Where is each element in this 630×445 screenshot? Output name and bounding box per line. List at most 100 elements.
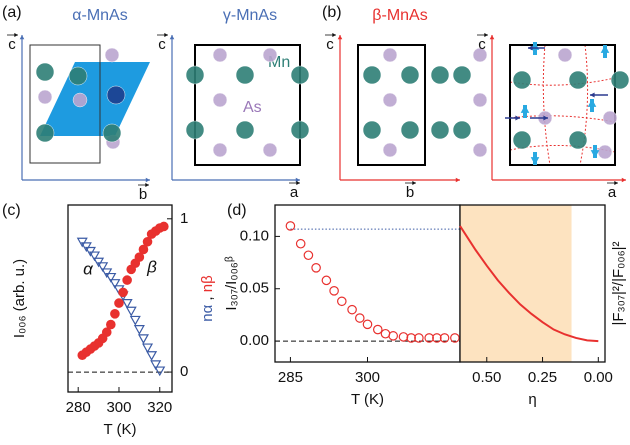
data-point (138, 244, 149, 255)
data-point (337, 296, 347, 307)
data-point (118, 287, 128, 298)
axis-arrow-head (621, 177, 626, 183)
data-point (129, 315, 141, 326)
y2-tick-label: 1 (180, 210, 188, 227)
vector-label: a (290, 184, 299, 201)
y-axis-label: I₃₀₇/I₀₀₆ᵝ (223, 256, 240, 310)
mn-atom (362, 65, 382, 85)
as-atom (72, 92, 88, 108)
mn-atom (290, 120, 310, 140)
data-point (105, 272, 117, 283)
phase-label: α-MnAs (72, 7, 127, 24)
data-point (110, 309, 120, 319)
as-atom (597, 144, 613, 160)
data-point (114, 298, 124, 308)
mn-atom (102, 123, 122, 143)
mn-atom (290, 65, 310, 85)
data-point (134, 252, 145, 262)
data-point (101, 327, 112, 338)
data-point (295, 238, 306, 249)
mn-atom (610, 70, 630, 90)
mn-atom (430, 120, 450, 140)
atom (106, 85, 126, 105)
x-tick-label: 0.00 (584, 369, 613, 386)
y2-axis-label: nα , nβ (199, 275, 216, 322)
vector-label: c (8, 36, 16, 53)
shaded-region (460, 205, 572, 362)
data-point (354, 313, 365, 323)
data-point (424, 333, 434, 343)
mn-atom (362, 120, 382, 140)
y-tick-label: 0.05 (240, 280, 269, 297)
data-point (329, 286, 339, 296)
data-point (311, 262, 321, 273)
mn-atom (452, 65, 472, 85)
panel-label: (b) (322, 4, 342, 21)
series-label: α (83, 259, 94, 278)
as-atom (262, 47, 278, 63)
axis-arrow-head (455, 177, 460, 183)
y-tick-label: 0.00 (240, 332, 269, 349)
x-tick-label: 320 (147, 399, 172, 416)
as-atom (602, 110, 618, 126)
data-point (122, 275, 132, 285)
data-point (285, 221, 296, 231)
series-label: β (146, 257, 157, 276)
mn-atom (568, 130, 588, 150)
y2-axis-label: |F₃₀₇|²/|F₀₀₆|² (610, 241, 627, 325)
as-atom (382, 47, 398, 63)
displacement-arrow-head (590, 150, 600, 158)
mn-atom (35, 62, 55, 82)
mn-atom (185, 120, 205, 140)
panel-label: (a) (2, 4, 22, 21)
vector-arrow-head (296, 180, 300, 186)
vector-label: a (608, 184, 617, 201)
panel-label: (c) (2, 202, 21, 219)
axis-arrow-head (489, 35, 495, 40)
mn-atom (400, 65, 420, 85)
shift-arrow-head (515, 115, 520, 121)
as-atom (472, 142, 488, 158)
vector-label: c (478, 36, 486, 53)
data-point (347, 304, 357, 315)
x-tick-label: 300 (355, 369, 380, 386)
y2-label-part: nβ (199, 275, 216, 292)
data-line (459, 225, 599, 343)
unit-cell (194, 44, 301, 166)
data-point (380, 328, 391, 339)
x-tick-label: 300 (106, 399, 131, 416)
mn-atom (512, 70, 532, 90)
mn-atom (35, 123, 55, 143)
vector-label: b (139, 186, 147, 203)
y2-label-part: , (199, 292, 216, 305)
shift-arrow-head (590, 92, 595, 98)
as-atom (557, 47, 573, 63)
vector-label: c (326, 36, 334, 53)
data-point (142, 236, 153, 247)
as-atom (212, 47, 228, 63)
mn-atom (430, 65, 450, 85)
data-point (133, 325, 145, 335)
mn-atom (400, 120, 420, 140)
vector-arrow-head (412, 180, 416, 186)
mn-atom (452, 120, 472, 140)
as-atom (212, 142, 228, 158)
data-point (97, 262, 109, 273)
vector-arrow-head (145, 182, 149, 188)
data-point (154, 366, 166, 377)
displacement-arrow-head (600, 45, 610, 53)
as-atom (37, 89, 53, 105)
mn-atom (185, 65, 205, 85)
x-tick-label: 285 (278, 369, 303, 386)
mn-atom (235, 65, 255, 85)
mn-atom (512, 130, 532, 150)
y-axis-label: I₀₀₆ (arb. u.) (11, 259, 28, 338)
data-point (321, 275, 332, 286)
as-atom (212, 92, 228, 108)
as-atom (382, 92, 398, 108)
shift-arrow-head (528, 45, 533, 51)
data-point (159, 221, 169, 232)
data-point (388, 331, 398, 341)
phase-label: β-MnAs (372, 7, 427, 24)
